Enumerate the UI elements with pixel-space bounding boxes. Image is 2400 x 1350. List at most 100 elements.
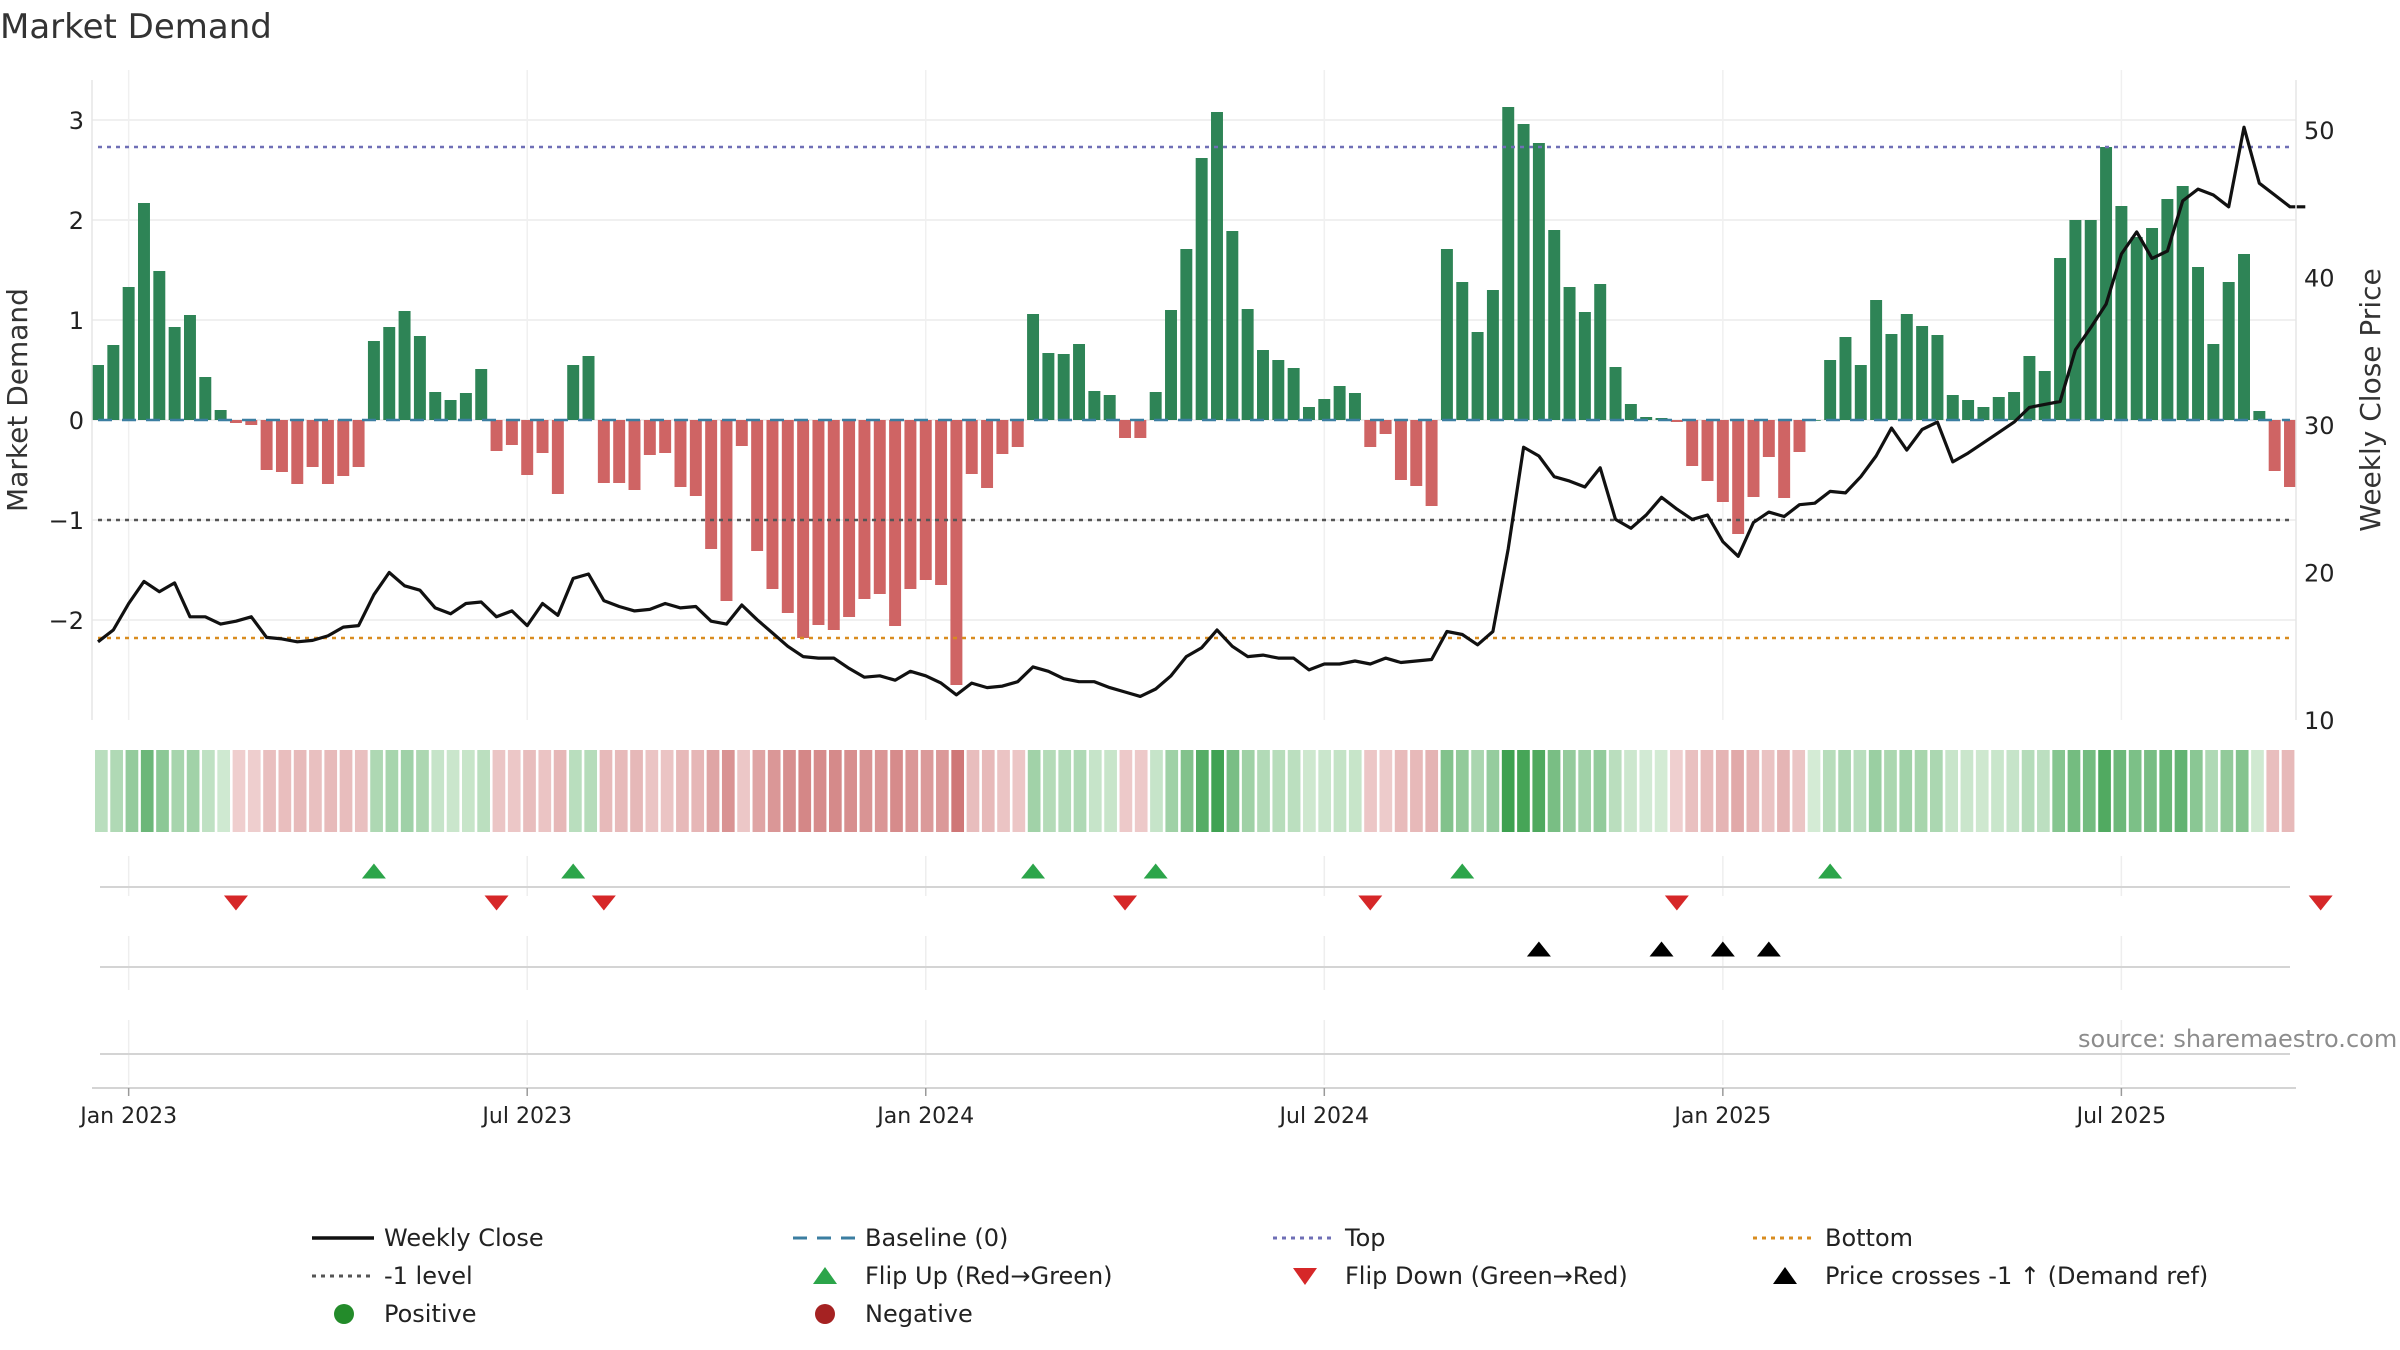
bar-negative [1793,420,1806,452]
bar-negative [1425,420,1438,506]
legend-label: Price crosses -1 ↑ (Demand ref) [1825,1262,2208,1290]
bar-negative [797,420,810,638]
bar-negative [705,420,718,549]
bar-negative [1732,420,1745,534]
bar-negative [781,420,794,613]
bar-positive [1211,112,1223,420]
heat-cell [1593,750,1607,832]
right-tick-label: 50 [2304,117,2335,145]
heat-cell [584,750,598,832]
heat-cell [507,750,521,832]
right-tick-label: 40 [2304,265,2335,293]
flip-down-marker [484,895,509,911]
bar-positive [1486,290,1499,420]
legend-label: Positive [384,1300,477,1328]
left-tick-label: 1 [69,307,84,335]
bar-positive [1640,417,1653,420]
legend-label: Flip Down (Green→Red) [1345,1262,1628,1290]
heat-cell [1196,750,1209,832]
bar-negative [597,420,610,483]
bar-positive [1042,353,1055,420]
heat-cell [1639,750,1653,832]
heat-cell [1287,750,1301,832]
bar-negative [766,420,779,589]
heat-cell [492,750,506,832]
heat-cell [2159,750,2173,832]
bar-negative [275,420,288,472]
bar-positive [1916,326,1929,420]
bar-positive [153,271,166,420]
heat-cell [186,750,200,832]
heat-cell [1930,750,1943,832]
bar-positive [2130,237,2143,420]
heat-cell [1440,750,1454,832]
heat-cell [660,750,674,832]
heat-cell [1104,750,1117,832]
bar-positive [1578,312,1591,420]
bar-negative [337,420,350,476]
bar-negative [1716,420,1729,502]
legend-triangle-up-icon [1773,1267,1797,1284]
legend: Weekly Close Baseline (0) Top Bottom -1 leve… [312,1224,2208,1328]
heat-cell [1715,750,1729,832]
heat-cell [156,750,169,832]
bar-negative [613,420,626,483]
heat-cell [614,750,628,832]
heat-cell [1563,750,1576,832]
heat-cell [1975,750,1989,832]
left-axis-label: Market Demand [1,288,34,512]
bar-positive [1870,300,1883,420]
heat-cell [324,750,338,832]
bar-positive [2176,186,2189,420]
bar-positive [1502,107,1515,420]
heat-cell [1073,750,1087,832]
bar-negative [1701,420,1714,481]
bar-positive [1900,314,1913,420]
bar-positive [2038,371,2051,420]
bar-positive [1992,397,2005,420]
bar-positive [582,356,595,420]
heat-cell [2205,750,2218,832]
x-tick-label: Jul 2024 [1278,1104,1370,1129]
heat-cell [997,750,1010,832]
heat-cell [1241,750,1255,832]
heat-cell [1746,750,1760,832]
heat-cell [645,750,659,832]
heat-cell [1670,750,1683,832]
heat-cell [462,750,475,832]
heat-cell [1410,750,1423,832]
heat-cell [2128,750,2142,832]
bar-negative [1119,420,1131,438]
price-cross-marker [1526,941,1551,957]
bar-positive [444,400,457,420]
heat-cell [1364,750,1377,832]
bar-positive [429,392,442,420]
legend-label: Flip Up (Red→Green) [865,1262,1113,1290]
flip-down-marker [1664,895,1689,911]
bar-negative [2268,420,2281,471]
bar-negative [858,420,871,599]
bar-positive [1824,360,1837,420]
heat-cell [1318,750,1332,832]
bar-negative [321,420,334,484]
reference-lines [98,145,2290,640]
bar-negative [521,420,534,475]
bar-positive [1517,124,1530,420]
bar-negative [1379,420,1392,434]
bar-positive [1073,344,1086,420]
bar-negative [751,420,764,551]
heat-cell [553,750,567,832]
heat-cell [1884,750,1897,832]
demand-bars [92,107,2296,685]
heat-cell [1532,750,1546,832]
heat-cell [1685,750,1699,832]
bar-negative [245,420,258,425]
flip-up-marker [1818,863,1843,879]
bar-positive [92,365,104,420]
bar-positive [1149,392,1162,420]
gridlines [92,70,2296,1085]
heat-cell [936,750,949,832]
heat-cell [263,750,276,832]
heat-cell [2098,750,2111,832]
heat-cell [966,750,980,832]
